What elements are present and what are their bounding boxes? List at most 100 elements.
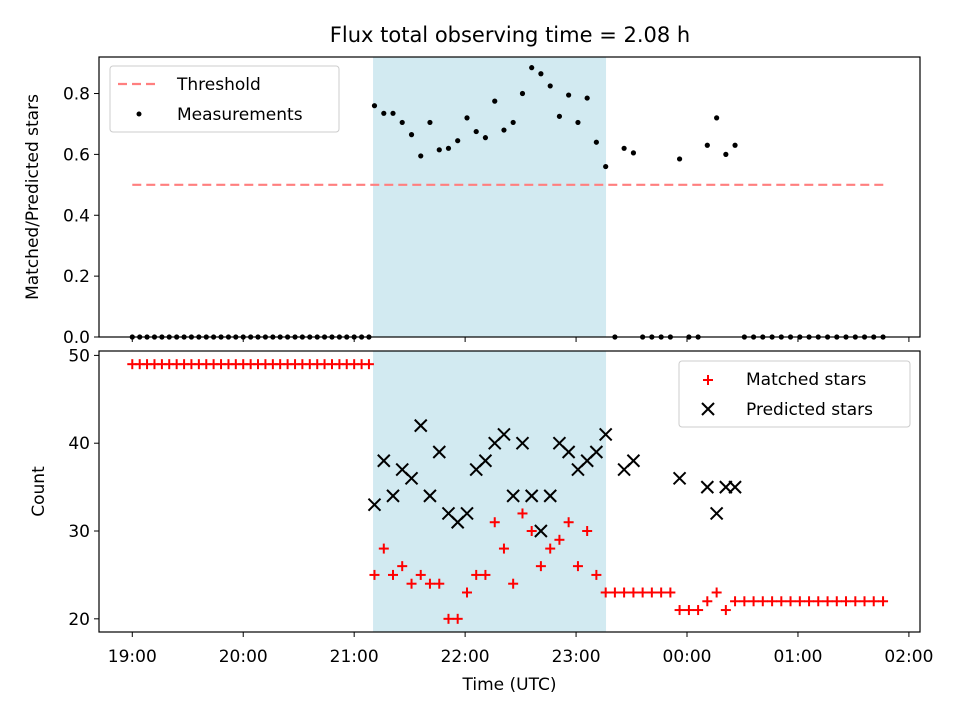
- measurement-point: [464, 115, 470, 121]
- matched-star-point: [859, 596, 870, 607]
- x-tick-label: 23:00: [552, 647, 601, 667]
- x-tick-label: 01:00: [773, 647, 822, 667]
- predicted-star-point: [672, 471, 687, 486]
- ratio-y-axis-label: Matched/Predicted stars: [23, 94, 43, 300]
- matched-star-point: [600, 587, 611, 598]
- y-tick-label: 50: [68, 346, 90, 366]
- matched-star-point: [757, 596, 768, 607]
- matched-star-point: [711, 587, 722, 598]
- matched-star-point: [619, 587, 630, 598]
- measurement-point: [445, 145, 452, 151]
- matched-star-point: [572, 561, 583, 572]
- matched-star-point: [508, 578, 519, 589]
- ratio-legend-box: [109, 65, 340, 133]
- measurement-point: [538, 71, 544, 77]
- matched-star-points: [127, 359, 889, 624]
- matched-star-point: [609, 587, 620, 598]
- measurement-point: [584, 95, 590, 101]
- predicted-star-point: [506, 489, 520, 503]
- matched-star-point: [785, 596, 796, 607]
- ratio-y-ticks: 0.0 0.2 0.4 0.6 0.8: [63, 85, 99, 348]
- y-tick-label: 0.0: [63, 328, 90, 348]
- predicted-star-point: [386, 489, 400, 503]
- measurement-point: [473, 128, 479, 135]
- count-legend: Matched stars Predicted stars: [678, 360, 911, 428]
- matched-star-point: [582, 526, 593, 537]
- predicted-star-point: [497, 427, 511, 442]
- y-tick-label: 0.8: [63, 85, 90, 105]
- matched-star-point: [443, 613, 454, 624]
- predicted-star-point: [626, 454, 641, 468]
- predicted-star-point: [478, 454, 493, 468]
- predicted-star-point: [432, 445, 446, 459]
- x-axis-label: Time (UTC): [462, 675, 557, 695]
- x-tick-label: 02:00: [884, 647, 933, 667]
- y-tick-label: 0.4: [63, 206, 90, 226]
- measurement-point: [492, 98, 498, 104]
- measurement-point: [593, 139, 599, 145]
- matched-star-point: [363, 359, 374, 370]
- measurement-point: [603, 163, 609, 170]
- matched-star-point: [452, 613, 463, 624]
- matched-star-point: [563, 517, 574, 528]
- matched-star-point: [822, 596, 833, 607]
- matched-star-point: [388, 569, 399, 580]
- measurement-point: [704, 142, 710, 148]
- matched-star-point: [804, 596, 815, 607]
- matched-star-point: [517, 508, 528, 519]
- count-y-axis-label: Count: [29, 466, 49, 517]
- matched-star-point: [813, 596, 824, 607]
- predicted-star-point: [377, 454, 391, 468]
- y-tick-label: 30: [68, 522, 90, 542]
- predicted-star-point: [589, 445, 604, 459]
- matched-star-point: [748, 596, 759, 607]
- legend-predicted-swatch: [701, 402, 715, 416]
- predicted-star-point: [414, 418, 428, 433]
- measurement-point: [556, 113, 563, 119]
- predicted-star-point: [423, 489, 437, 503]
- legend-measurements-label: Measurements: [177, 105, 303, 125]
- matched-star-point: [628, 587, 639, 598]
- predicted-star-point: [460, 506, 474, 521]
- measurement-point: [436, 147, 442, 153]
- predicted-star-point: [515, 436, 530, 450]
- y-tick-label: 0.2: [63, 267, 90, 287]
- legend-matched-swatch: [703, 375, 713, 385]
- matched-star-point: [434, 578, 445, 589]
- matched-star-point: [674, 605, 685, 616]
- count-panel: 20 30 40 50 19:00 20:00 21:00 22:00 23:00 00:00 0…: [29, 346, 933, 695]
- x-tick-label: 20:00: [219, 647, 268, 667]
- ratio-plot-frame: [98, 56, 921, 338]
- matched-star-point: [406, 578, 417, 589]
- count-y-ticks: 20 30 40 50: [68, 346, 99, 630]
- ratio-highlight-band: [373, 57, 607, 337]
- matched-star-point: [868, 596, 879, 607]
- measurement-point: [566, 92, 572, 98]
- x-tick-label: 22:00: [441, 647, 490, 667]
- measurement-point: [418, 153, 424, 159]
- measurement-point: [381, 110, 387, 116]
- predicted-star-point: [367, 497, 382, 512]
- measurement-point: [714, 115, 720, 121]
- predicted-star-point: [543, 489, 557, 503]
- matched-star-point: [840, 596, 851, 607]
- measurement-point: [630, 150, 637, 156]
- y-tick-label: 20: [68, 610, 90, 630]
- count-plot-frame: [98, 350, 921, 633]
- matched-star-point: [378, 543, 389, 554]
- matched-star-point: [646, 587, 657, 598]
- measurement-point: [519, 90, 526, 97]
- matched-star-point: [498, 543, 509, 554]
- matched-star-point: [637, 587, 648, 598]
- y-tick-label: 0.6: [63, 145, 90, 165]
- matched-star-point: [462, 587, 473, 598]
- measurement-point: [408, 132, 415, 138]
- x-tick-label: 19:00: [108, 647, 157, 667]
- predicted-star-points: [367, 418, 742, 538]
- matched-star-point: [720, 605, 731, 616]
- count-legend-box: [678, 360, 911, 428]
- measurement-point: [529, 65, 535, 71]
- predicted-star-point: [728, 480, 742, 494]
- matched-star-point: [526, 526, 537, 537]
- matched-star-point: [850, 596, 861, 607]
